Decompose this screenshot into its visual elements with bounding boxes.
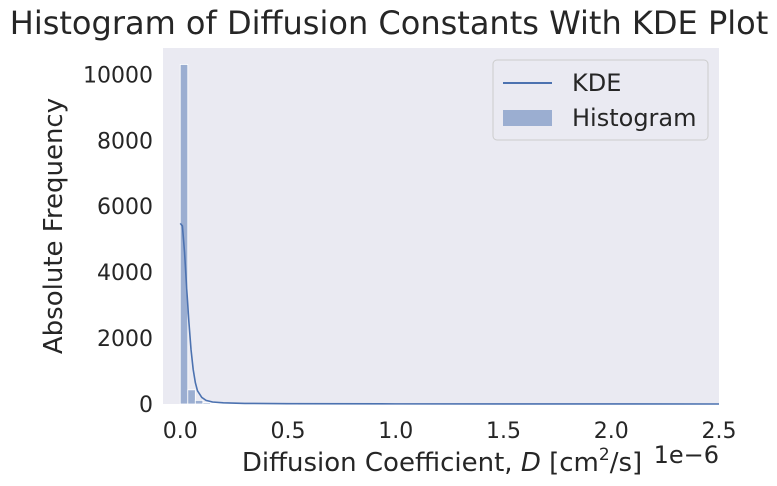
y-tick-label: 0 xyxy=(139,393,153,418)
chart-title: Histogram of Diffusion Constants With KD… xyxy=(10,4,769,42)
y-axis-ticks: 0 2000 4000 6000 8000 10000 xyxy=(83,63,153,418)
legend-histogram-label: Histogram xyxy=(572,104,697,132)
x-axis-offset-text: 1e−6 xyxy=(654,441,719,469)
legend-kde-label: KDE xyxy=(572,69,621,97)
y-axis-label: Absolute Frequency xyxy=(39,98,69,354)
histogram-bar-0 xyxy=(179,64,189,405)
histogram-bar-3 xyxy=(202,402,211,405)
y-tick-label: 2000 xyxy=(97,327,153,352)
x-tick-label: 2.0 xyxy=(594,419,629,444)
x-tick-label: 1.5 xyxy=(486,419,521,444)
kde-series xyxy=(179,222,720,405)
y-tick-label: 6000 xyxy=(97,195,153,220)
legend: KDE Histogram xyxy=(492,59,709,141)
x-tick-label: 2.5 xyxy=(702,419,737,444)
kde-line xyxy=(179,222,720,405)
y-tick-label: 8000 xyxy=(97,129,153,154)
histogram-bar-1 xyxy=(187,389,196,405)
x-tick-label: 0.0 xyxy=(163,419,198,444)
legend-histogram-swatch xyxy=(503,110,552,126)
x-axis-ticks: 0.0 0.5 1.0 1.5 2.0 2.5 xyxy=(163,419,737,444)
x-tick-label: 0.5 xyxy=(270,419,305,444)
y-tick-label: 4000 xyxy=(97,261,153,286)
y-tick-label: 10000 xyxy=(83,63,153,88)
histogram-bar-4 xyxy=(210,402,219,405)
x-axis-label: Diffusion Coefficient, D [cm2/s] xyxy=(242,445,642,478)
histogram-bar-2 xyxy=(194,399,204,405)
x-tick-label: 1.0 xyxy=(378,419,413,444)
